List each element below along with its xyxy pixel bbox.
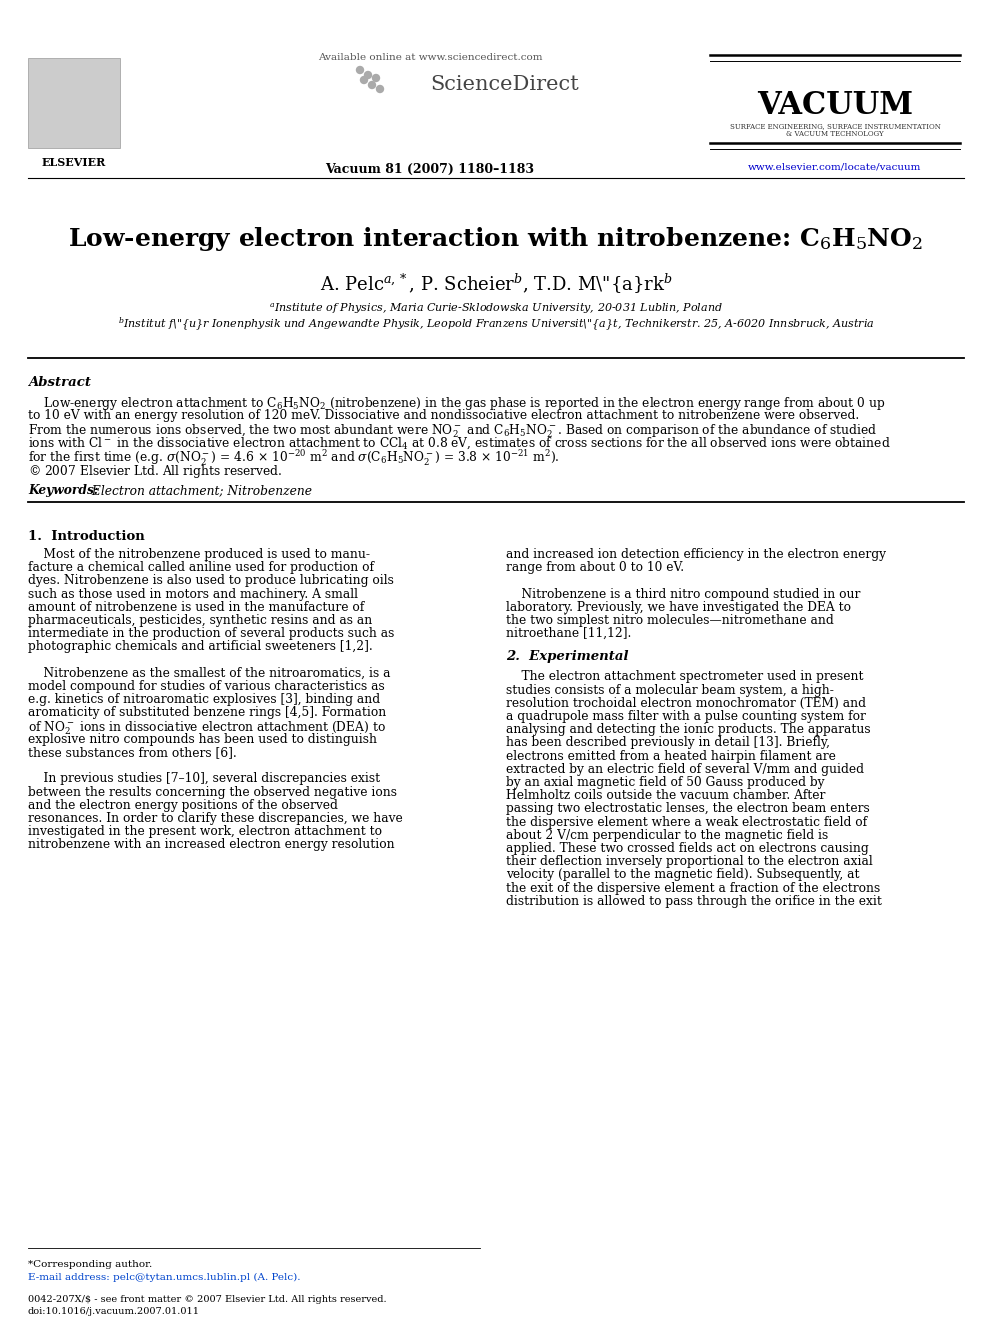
Text: & VACUUM TECHNOLOGY: & VACUUM TECHNOLOGY [786, 130, 884, 138]
Text: Low-energy electron attachment to C$_6$H$_5$NO$_2$ (nitrobenzene) in the gas pha: Low-energy electron attachment to C$_6$H… [28, 396, 885, 411]
Text: Helmholtz coils outside the vacuum chamber. After: Helmholtz coils outside the vacuum chamb… [506, 790, 825, 802]
Text: nitroethane [11,12].: nitroethane [11,12]. [506, 627, 631, 640]
Text: extracted by an electric field of several V/mm and guided: extracted by an electric field of severa… [506, 763, 864, 775]
Text: www.elsevier.com/locate/vacuum: www.elsevier.com/locate/vacuum [748, 161, 922, 171]
Text: amount of nitrobenzene is used in the manufacture of: amount of nitrobenzene is used in the ma… [28, 601, 364, 614]
Text: ELSEVIER: ELSEVIER [42, 157, 106, 168]
Text: nitrobenzene with an increased electron energy resolution: nitrobenzene with an increased electron … [28, 839, 395, 852]
Text: the dispersive element where a weak electrostatic field of: the dispersive element where a weak elec… [506, 815, 867, 828]
Text: SURFACE ENGINEERING, SURFACE INSTRUMENTATION: SURFACE ENGINEERING, SURFACE INSTRUMENTA… [729, 122, 940, 130]
Circle shape [356, 66, 363, 74]
Text: and the electron energy positions of the observed: and the electron energy positions of the… [28, 799, 338, 812]
Text: 1.  Introduction: 1. Introduction [28, 531, 145, 542]
Text: Nitrobenzene as the smallest of the nitroaromatics, is a: Nitrobenzene as the smallest of the nitr… [28, 667, 391, 680]
Text: has been described previously in detail [13]. Briefly,: has been described previously in detail … [506, 737, 830, 749]
Text: studies consists of a molecular beam system, a high-: studies consists of a molecular beam sys… [506, 684, 834, 697]
Text: 0042-207X/$ - see front matter © 2007 Elsevier Ltd. All rights reserved.: 0042-207X/$ - see front matter © 2007 El… [28, 1295, 387, 1304]
Text: by an axial magnetic field of 50 Gauss produced by: by an axial magnetic field of 50 Gauss p… [506, 777, 824, 789]
FancyBboxPatch shape [28, 58, 120, 148]
Text: ScienceDirect: ScienceDirect [430, 75, 578, 94]
Text: distribution is allowed to pass through the orifice in the exit: distribution is allowed to pass through … [506, 894, 882, 908]
Text: intermediate in the production of several products such as: intermediate in the production of severa… [28, 627, 395, 640]
Text: Available online at www.sciencedirect.com: Available online at www.sciencedirect.co… [317, 53, 543, 62]
Text: dyes. Nitrobenzene is also used to produce lubricating oils: dyes. Nitrobenzene is also used to produ… [28, 574, 394, 587]
Text: 2.  Experimental: 2. Experimental [506, 651, 629, 663]
Text: and increased ion detection efficiency in the electron energy: and increased ion detection efficiency i… [506, 548, 886, 561]
Text: explosive nitro compounds has been used to distinguish: explosive nitro compounds has been used … [28, 733, 377, 746]
Text: In previous studies [7–10], several discrepancies exist: In previous studies [7–10], several disc… [28, 773, 380, 786]
Circle shape [364, 71, 371, 78]
Text: facture a chemical called aniline used for production of: facture a chemical called aniline used f… [28, 561, 374, 574]
Text: about 2 V/cm perpendicular to the magnetic field is: about 2 V/cm perpendicular to the magnet… [506, 828, 828, 841]
Text: of NO$_2^-$ ions in dissociative electron attachment (DEA) to: of NO$_2^-$ ions in dissociative electro… [28, 720, 386, 737]
Circle shape [368, 82, 376, 89]
Text: aromaticity of substituted benzene rings [4,5]. Formation: aromaticity of substituted benzene rings… [28, 706, 386, 720]
Text: $^b$Institut f\"{u}r Ionenphysik und Angewandte Physik, Leopold Franzens Univers: $^b$Institut f\"{u}r Ionenphysik und Ang… [118, 316, 874, 333]
Text: to 10 eV with an energy resolution of 120 meV. Dissociative and nondissociative : to 10 eV with an energy resolution of 12… [28, 409, 859, 422]
Text: doi:10.1016/j.vacuum.2007.01.011: doi:10.1016/j.vacuum.2007.01.011 [28, 1307, 200, 1316]
Text: $^a$Institute of Physics, Maria Curie-Sklodowska University, 20-031 Lublin, Pola: $^a$Institute of Physics, Maria Curie-Sk… [269, 302, 723, 316]
Text: Abstract: Abstract [28, 376, 91, 389]
Circle shape [373, 74, 380, 82]
Text: Most of the nitrobenzene produced is used to manu-: Most of the nitrobenzene produced is use… [28, 548, 370, 561]
Text: model compound for studies of various characteristics as: model compound for studies of various ch… [28, 680, 385, 693]
Text: velocity (parallel to the magnetic field). Subsequently, at: velocity (parallel to the magnetic field… [506, 868, 859, 881]
Text: From the numerous ions observed, the two most abundant were NO$_2^-$ and C$_6$H$: From the numerous ions observed, the two… [28, 422, 877, 439]
Text: ions with Cl$^-$ in the dissociative electron attachment to CCl$_4$ at 0.8 eV, e: ions with Cl$^-$ in the dissociative ele… [28, 435, 891, 451]
Text: resolution trochoidal electron monochromator (TEM) and: resolution trochoidal electron monochrom… [506, 697, 866, 710]
Text: Keywords:: Keywords: [28, 484, 98, 497]
Text: *Corresponding author.: *Corresponding author. [28, 1259, 152, 1269]
Text: The electron attachment spectrometer used in present: The electron attachment spectrometer use… [506, 671, 863, 684]
Text: VACUUM: VACUUM [757, 90, 913, 120]
Text: photographic chemicals and artificial sweeteners [1,2].: photographic chemicals and artificial sw… [28, 640, 373, 654]
Text: such as those used in motors and machinery. A small: such as those used in motors and machine… [28, 587, 358, 601]
Text: A. Pelc$^{a,*}$, P. Scheier$^{b}$, T.D. M\"{a}rk$^{b}$: A. Pelc$^{a,*}$, P. Scheier$^{b}$, T.D. … [319, 273, 673, 296]
Circle shape [377, 86, 384, 93]
Text: resonances. In order to clarify these discrepancies, we have: resonances. In order to clarify these di… [28, 812, 403, 826]
Text: these substances from others [6].: these substances from others [6]. [28, 746, 237, 759]
Text: laboratory. Previously, we have investigated the DEA to: laboratory. Previously, we have investig… [506, 601, 851, 614]
Text: Nitrobenzene is a third nitro compound studied in our: Nitrobenzene is a third nitro compound s… [506, 587, 860, 601]
Text: E-mail address: pelc@tytan.umcs.lublin.pl (A. Pelc).: E-mail address: pelc@tytan.umcs.lublin.p… [28, 1273, 301, 1282]
Text: the two simplest nitro molecules—nitromethane and: the two simplest nitro molecules—nitrome… [506, 614, 833, 627]
Text: Vacuum 81 (2007) 1180–1183: Vacuum 81 (2007) 1180–1183 [325, 163, 535, 176]
Text: Electron attachment; Nitrobenzene: Electron attachment; Nitrobenzene [88, 484, 312, 497]
Text: pharmaceuticals, pesticides, synthetic resins and as an: pharmaceuticals, pesticides, synthetic r… [28, 614, 372, 627]
Text: for the first time (e.g. $\sigma$(NO$_2^-$) = 4.6 $\times$ 10$^{-20}$ m$^2$ and : for the first time (e.g. $\sigma$(NO$_2^… [28, 448, 559, 468]
Text: investigated in the present work, electron attachment to: investigated in the present work, electr… [28, 826, 382, 839]
Text: a quadrupole mass filter with a pulse counting system for: a quadrupole mass filter with a pulse co… [506, 710, 866, 722]
Text: range from about 0 to 10 eV.: range from about 0 to 10 eV. [506, 561, 684, 574]
Text: their deflection inversely proportional to the electron axial: their deflection inversely proportional … [506, 855, 873, 868]
Text: applied. These two crossed fields act on electrons causing: applied. These two crossed fields act on… [506, 841, 869, 855]
Circle shape [360, 77, 367, 83]
Text: passing two electrostatic lenses, the electron beam enters: passing two electrostatic lenses, the el… [506, 803, 870, 815]
Text: $\copyright$ 2007 Elsevier Ltd. All rights reserved.: $\copyright$ 2007 Elsevier Ltd. All righ… [28, 463, 283, 479]
Text: between the results concerning the observed negative ions: between the results concerning the obser… [28, 786, 397, 799]
Text: Low-energy electron interaction with nitrobenzene: C$_6$H$_5$NO$_2$: Low-energy electron interaction with nit… [68, 225, 924, 253]
Text: e.g. kinetics of nitroaromatic explosives [3], binding and: e.g. kinetics of nitroaromatic explosive… [28, 693, 380, 706]
Text: electrons emitted from a heated hairpin filament are: electrons emitted from a heated hairpin … [506, 750, 836, 762]
Text: analysing and detecting the ionic products. The apparatus: analysing and detecting the ionic produc… [506, 724, 871, 736]
Text: the exit of the dispersive element a fraction of the electrons: the exit of the dispersive element a fra… [506, 881, 880, 894]
